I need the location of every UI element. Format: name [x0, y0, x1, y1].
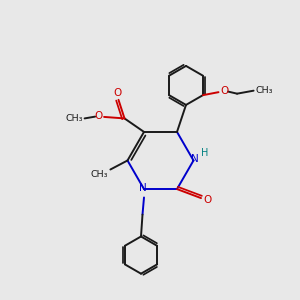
Text: O: O	[203, 195, 212, 205]
Text: O: O	[114, 88, 122, 98]
Text: N: N	[191, 154, 199, 164]
Text: CH₃: CH₃	[255, 85, 273, 94]
Text: H: H	[201, 148, 208, 158]
Text: CH₃: CH₃	[90, 170, 108, 179]
Text: N: N	[139, 183, 147, 193]
Text: O: O	[220, 86, 229, 96]
Text: O: O	[94, 111, 103, 121]
Text: CH₃: CH₃	[65, 114, 83, 123]
